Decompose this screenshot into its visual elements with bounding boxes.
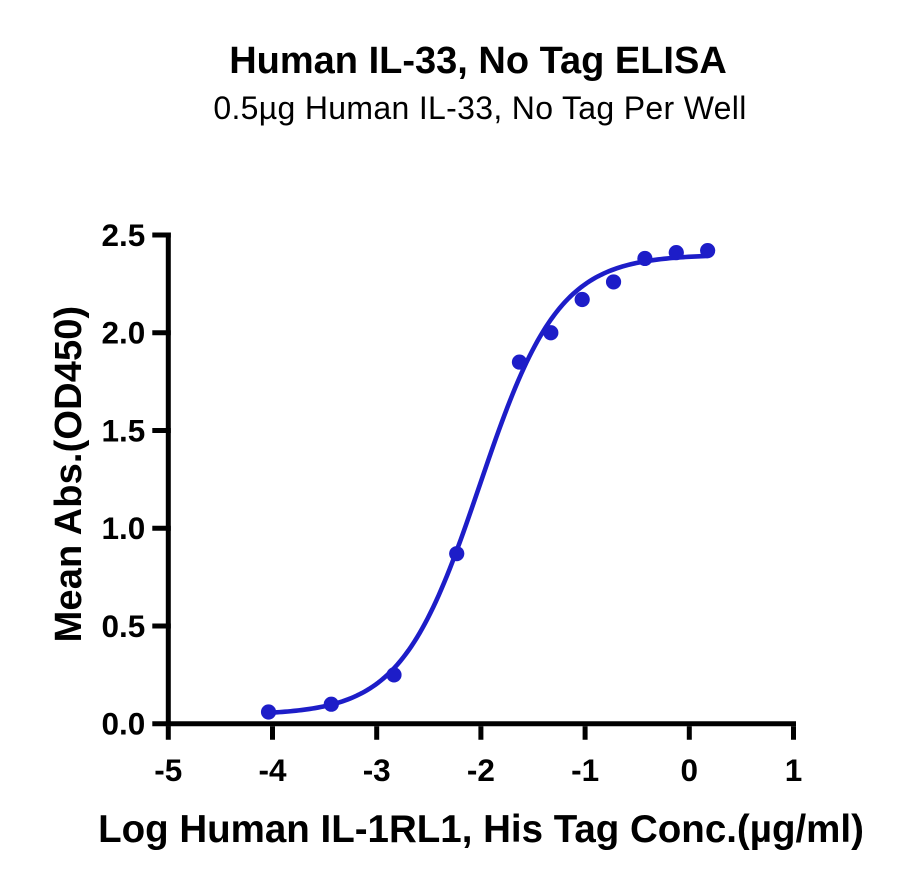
- x-tick-label: 1: [785, 752, 803, 788]
- data-point: [386, 667, 402, 683]
- x-tick-label: -2: [467, 752, 495, 788]
- data-point: [668, 244, 684, 261]
- x-tick-label: -5: [154, 752, 182, 788]
- x-axis-label: Log Human IL-1RL1, His Tag Conc.(µg/ml): [98, 808, 864, 851]
- y-tick-label: 1.5: [102, 412, 146, 448]
- fit-curve: [266, 253, 710, 716]
- x-tick-label: 0: [681, 752, 699, 788]
- data-point: [260, 704, 277, 720]
- data-point: [637, 250, 653, 267]
- y-tick-label: 1.0: [102, 510, 146, 546]
- data-point: [700, 243, 716, 259]
- data-point: [574, 291, 590, 308]
- data-point: [323, 696, 339, 712]
- y-tick-label: 2.5: [102, 217, 146, 253]
- y-tick-label: 0.0: [102, 706, 146, 742]
- chart-title: Human IL-33, No Tag ELISA: [229, 40, 727, 82]
- data-point: [449, 546, 465, 562]
- x-tick-label: -1: [571, 752, 599, 788]
- y-tick-label: 0.5: [102, 608, 146, 644]
- x-tick-label: -4: [258, 752, 286, 788]
- data-point: [511, 354, 528, 370]
- y-tick-label: 2.0: [102, 315, 146, 351]
- data-point: [543, 325, 559, 341]
- data-point: [605, 274, 622, 290]
- x-tick-label: -3: [363, 752, 391, 788]
- chart-subtitle: 0.5µg Human IL-33, No Tag Per Well: [213, 90, 747, 126]
